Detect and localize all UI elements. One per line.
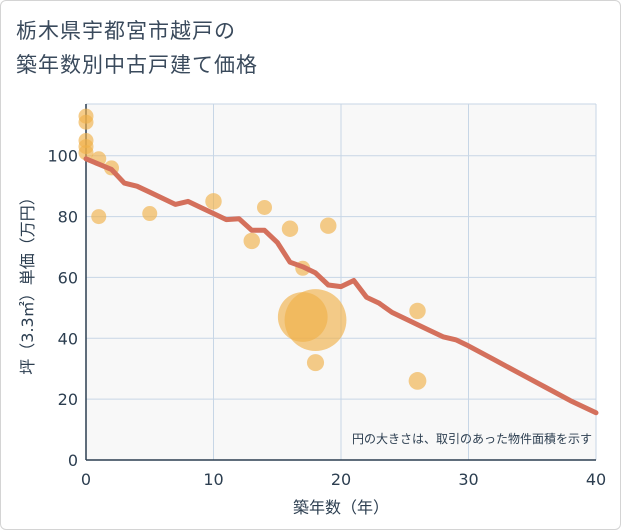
y-tick-label: 20 bbox=[58, 390, 78, 409]
y-tick-label: 40 bbox=[58, 329, 78, 348]
size-note: 円の大きさは、取引のあった物件面積を示す bbox=[352, 431, 592, 446]
data-bubble bbox=[78, 145, 94, 161]
data-bubble bbox=[91, 209, 107, 225]
x-tick-label: 40 bbox=[586, 470, 606, 489]
x-tick-label: 20 bbox=[331, 470, 351, 489]
y-tick-label: 80 bbox=[58, 208, 78, 227]
x-axis-label: 築年数（年） bbox=[293, 498, 389, 517]
title-line-1: 栃木県宇都宮市越戸の bbox=[16, 19, 236, 43]
data-bubble bbox=[320, 217, 337, 234]
data-bubble bbox=[142, 206, 158, 222]
data-bubble bbox=[257, 199, 272, 215]
data-bubble bbox=[205, 193, 222, 210]
x-tick-label: 10 bbox=[203, 470, 223, 489]
data-bubble bbox=[243, 232, 260, 250]
data-bubble bbox=[409, 302, 426, 320]
data-bubble bbox=[306, 354, 325, 372]
chart-title: 栃木県宇都宮市越戸の 築年数別中古戸建て価格 bbox=[16, 14, 258, 82]
data-bubble bbox=[277, 292, 328, 342]
grid bbox=[85, 103, 597, 461]
x-tick-label: 30 bbox=[458, 470, 478, 489]
data-bubble bbox=[408, 372, 427, 390]
y-tick-label: 60 bbox=[58, 268, 78, 287]
y-tick-label: 0 bbox=[68, 451, 78, 470]
y-axis-label: 坪（3.3㎡）単価（万円） bbox=[18, 189, 37, 374]
y-tick-label: 100 bbox=[47, 147, 78, 166]
x-tick-label: 0 bbox=[81, 470, 91, 489]
data-bubble bbox=[78, 114, 94, 130]
title-line-2: 築年数別中古戸建て価格 bbox=[16, 53, 258, 77]
data-bubble bbox=[281, 220, 299, 237]
tick-labels: 0 10 20 30 40 0 20 40 60 80 100 bbox=[47, 147, 606, 489]
trend-line bbox=[83, 156, 599, 416]
